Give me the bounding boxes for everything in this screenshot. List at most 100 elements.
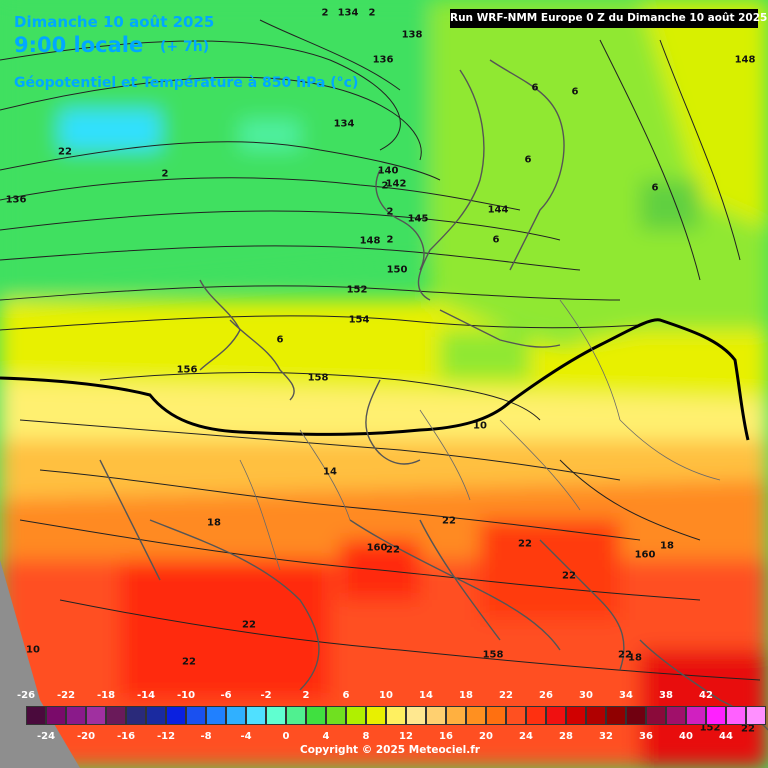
legend-lower-label: 28: [559, 731, 573, 742]
contour-label: 2: [386, 234, 394, 246]
legend-upper-label: 10: [379, 690, 393, 701]
legend-swatch: [286, 706, 306, 725]
legend-upper-label: 34: [619, 690, 633, 701]
legend-upper-label: -2: [260, 690, 272, 701]
legend-swatch: [406, 706, 426, 725]
legend-lower-label: 32: [599, 731, 613, 742]
legend-lower-label: -4: [240, 731, 252, 742]
legend-swatch: [686, 706, 706, 725]
legend-upper-label: 14: [419, 690, 433, 701]
legend-swatch: [266, 706, 286, 725]
legend-swatch: [26, 706, 46, 725]
contour-label: 6: [651, 182, 659, 194]
contour-label: 152: [346, 284, 368, 296]
contour-label: 10: [473, 420, 487, 432]
contour-label: 2: [321, 7, 329, 19]
contour-label: 148: [359, 235, 381, 247]
legend-swatch: [106, 706, 126, 725]
legend-swatch: [606, 706, 626, 725]
legend-lower-label: 4: [322, 731, 330, 742]
contour-label: 22: [442, 515, 456, 527]
contour-label: 2: [381, 180, 389, 192]
copyright-notice: Copyright © 2025 Meteociel.fr: [300, 744, 480, 756]
legend-upper-label: 26: [539, 690, 553, 701]
legend-lower-label: 24: [519, 731, 533, 742]
contour-label: 136: [5, 194, 27, 206]
legend-swatch: [346, 706, 366, 725]
legend-lower-label: -16: [116, 731, 136, 742]
legend-swatch: [226, 706, 246, 725]
contour-label: 134: [333, 118, 355, 130]
contour-label: 145: [407, 213, 429, 225]
legend-swatch: [366, 706, 386, 725]
legend-upper-label: -10: [176, 690, 196, 701]
geopotential-isolines: [0, 19, 761, 681]
contour-label: 2: [368, 7, 376, 19]
contour-label: 156: [176, 364, 198, 376]
country-borders: [239, 299, 721, 571]
legend-swatch: [86, 706, 106, 725]
legend-swatch: [726, 706, 746, 725]
legend-swatch: [66, 706, 86, 725]
contour-label: 160: [634, 549, 656, 561]
legend-swatch: [506, 706, 526, 725]
legend-lower-label: 8: [362, 731, 370, 742]
contour-label: 18: [207, 517, 221, 529]
legend-lower-label: 0: [282, 731, 290, 742]
legend-swatch: [326, 706, 346, 725]
contour-label: 148: [734, 54, 756, 66]
isotherm-10: [0, 318, 750, 441]
legend-swatch: [46, 706, 66, 725]
legend-swatch: [246, 706, 266, 725]
legend-lower-label: 40: [679, 731, 693, 742]
contour-label: 6: [276, 334, 284, 346]
legend-swatch: [746, 706, 766, 725]
contour-label: 6: [492, 234, 500, 246]
legend-swatch: [706, 706, 726, 725]
variable-title: Géopotentiel et Température à 850 hPa (°…: [14, 75, 359, 91]
legend-lower-label: 20: [479, 731, 493, 742]
legend-swatch: [446, 706, 466, 725]
contour-label: 150: [386, 264, 408, 276]
contour-label: 22: [182, 656, 196, 668]
legend-upper-label: -6: [220, 690, 232, 701]
legend-swatch: [166, 706, 186, 725]
legend-swatch: [546, 706, 566, 725]
legend-lower-label: 44: [719, 731, 733, 742]
legend-swatch: [586, 706, 606, 725]
legend-swatch: [486, 706, 506, 725]
legend-lower-label: 36: [639, 731, 653, 742]
legend-swatch: [306, 706, 326, 725]
contour-label: 136: [372, 54, 394, 66]
contour-label: 2: [386, 206, 394, 218]
legend-swatch: [126, 706, 146, 725]
legend-swatch: [646, 706, 666, 725]
local-time: 9:00 locale: [14, 33, 144, 57]
legend-upper-label: -14: [136, 690, 156, 701]
contour-label: 142: [385, 178, 407, 190]
contour-label: 134: [337, 7, 359, 19]
legend-upper-label: 38: [659, 690, 673, 701]
lead-time: (+ 7h): [160, 39, 210, 55]
legend-swatch: [666, 706, 686, 725]
contour-label: 14: [323, 466, 337, 478]
legend-swatch: [466, 706, 486, 725]
contour-label: 2: [161, 168, 169, 180]
legend-upper-label: 22: [499, 690, 513, 701]
contour-label: 22: [58, 146, 72, 158]
legend-swatch: [566, 706, 586, 725]
contour-label: 18: [628, 652, 642, 664]
contour-label: 22: [562, 570, 576, 582]
legend-upper-label: 42: [699, 690, 713, 701]
contour-label: 6: [524, 154, 532, 166]
contour-label: 18: [660, 540, 674, 552]
coastlines: [99, 59, 768, 731]
run-info-bar: Run WRF-NMM Europe 0 Z du Dimanche 10 ao…: [450, 9, 767, 28]
contour-label: 22: [518, 538, 532, 550]
contour-label: 22: [618, 649, 632, 661]
contour-label: 158: [482, 649, 504, 661]
legend-lower-label: -20: [76, 731, 96, 742]
